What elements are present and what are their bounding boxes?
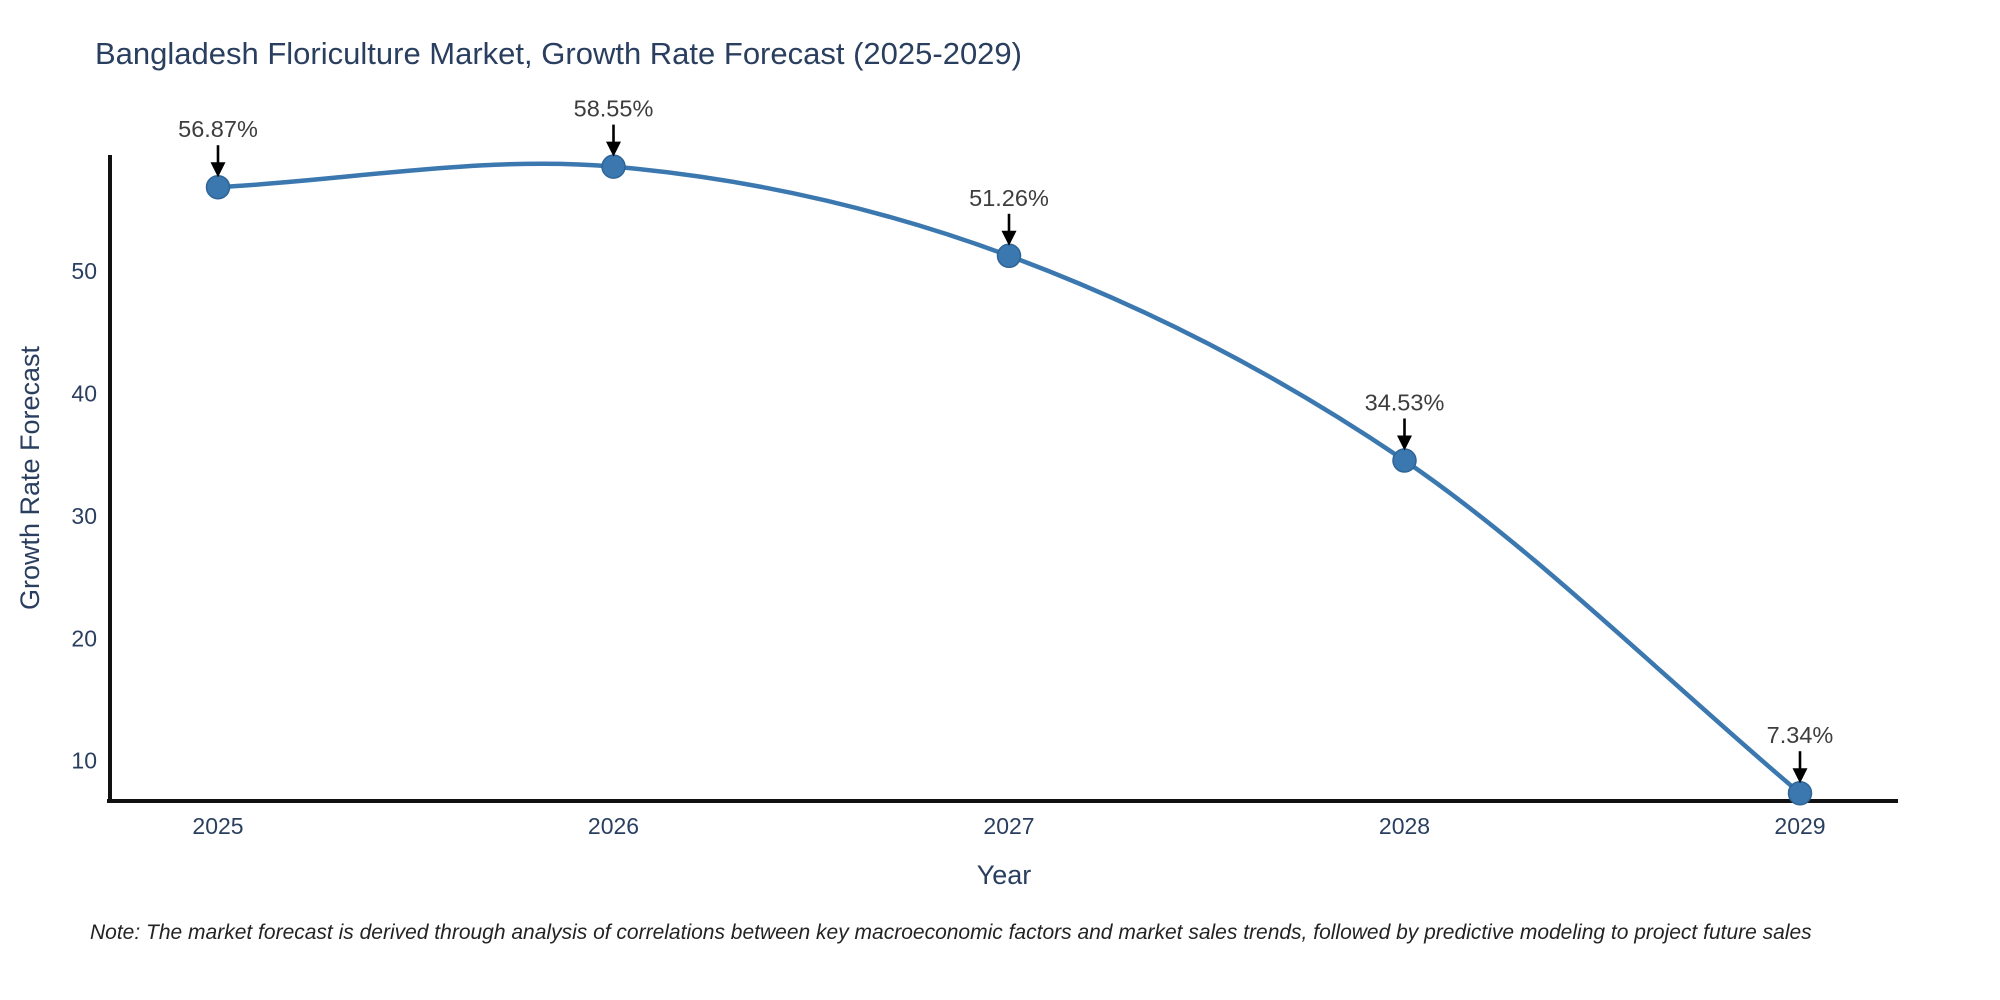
x-tick-label: 2025: [192, 813, 243, 839]
annotation-label: 51.26%: [969, 185, 1049, 211]
y-tick-label: 40: [71, 381, 97, 407]
data-point-2027[interactable]: [996, 243, 1022, 269]
chart-footnote: Note: The market forecast is derived thr…: [90, 921, 1812, 944]
x-tick-label: 2029: [1774, 813, 1825, 839]
annotation-label: 58.55%: [574, 96, 654, 122]
data-point-2025[interactable]: [205, 174, 231, 200]
annotation-label: 34.53%: [1365, 390, 1445, 416]
y-axis-title: Growth Rate Forecast: [15, 345, 45, 611]
annotation-arrowhead: [606, 141, 621, 157]
x-tick-label: 2027: [983, 813, 1034, 839]
chart-title: Bangladesh Floriculture Market, Growth R…: [95, 36, 1022, 71]
data-point-2026[interactable]: [601, 154, 626, 179]
data-point-2029[interactable]: [1787, 780, 1813, 806]
annotation-arrowhead: [1001, 230, 1017, 246]
annotation-arrowhead: [210, 162, 226, 178]
y-tick-label: 30: [71, 503, 97, 529]
annotation-arrowhead: [1792, 768, 1808, 784]
x-axis-title: Year: [976, 860, 1032, 890]
y-tick-label: 50: [71, 258, 97, 284]
trace-line[interactable]: [217, 161, 1802, 795]
y-tick-label: 20: [71, 625, 97, 651]
x-tick-label: 2028: [1379, 813, 1430, 839]
y-tick-label: 10: [71, 748, 97, 774]
annotation-label: 7.34%: [1767, 722, 1834, 748]
x-tick-label: 2026: [588, 813, 639, 839]
annotation-arrowhead: [1397, 435, 1412, 451]
annotation-label: 56.87%: [178, 116, 258, 142]
data-point-2028[interactable]: [1392, 448, 1417, 473]
